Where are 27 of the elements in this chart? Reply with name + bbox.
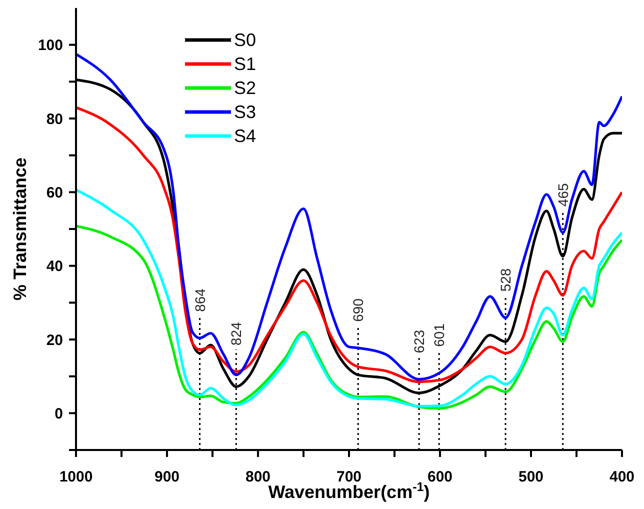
x-tick-label: 600 bbox=[427, 468, 453, 486]
y-tick-label: 60 bbox=[46, 184, 63, 202]
ref-line-label: 824 bbox=[228, 322, 244, 346]
ref-line-label: 864 bbox=[192, 288, 208, 312]
legend-label: S2 bbox=[234, 78, 256, 98]
y-tick-label: 100 bbox=[38, 37, 63, 54]
ref-line-label: 465 bbox=[554, 183, 571, 207]
x-tick-label: 400 bbox=[609, 468, 635, 486]
x-tick-label: 900 bbox=[154, 468, 180, 486]
line-series bbox=[76, 224, 622, 410]
legend-label: S1 bbox=[234, 54, 256, 74]
legend-label: S0 bbox=[234, 30, 256, 50]
y-tick-label: 0 bbox=[54, 405, 63, 422]
y-tick-label: 20 bbox=[46, 332, 63, 349]
y-tick-label: 40 bbox=[46, 258, 63, 276]
y-axis-title: % Transmittance bbox=[10, 157, 30, 301]
ref-line-label: 601 bbox=[431, 323, 448, 347]
y-tick-label: 80 bbox=[46, 110, 63, 128]
ref-line-label: 528 bbox=[498, 268, 514, 292]
legend-label: S4 bbox=[234, 126, 256, 146]
x-tick-label: 500 bbox=[518, 468, 544, 486]
x-tick-label: 700 bbox=[336, 468, 362, 486]
x-tick-label: 1000 bbox=[59, 468, 93, 486]
ref-line-label: 623 bbox=[411, 330, 428, 354]
ref-line-label: 690 bbox=[350, 298, 366, 322]
legend-label: S3 bbox=[234, 102, 256, 122]
x-tick-label: 800 bbox=[245, 468, 271, 486]
